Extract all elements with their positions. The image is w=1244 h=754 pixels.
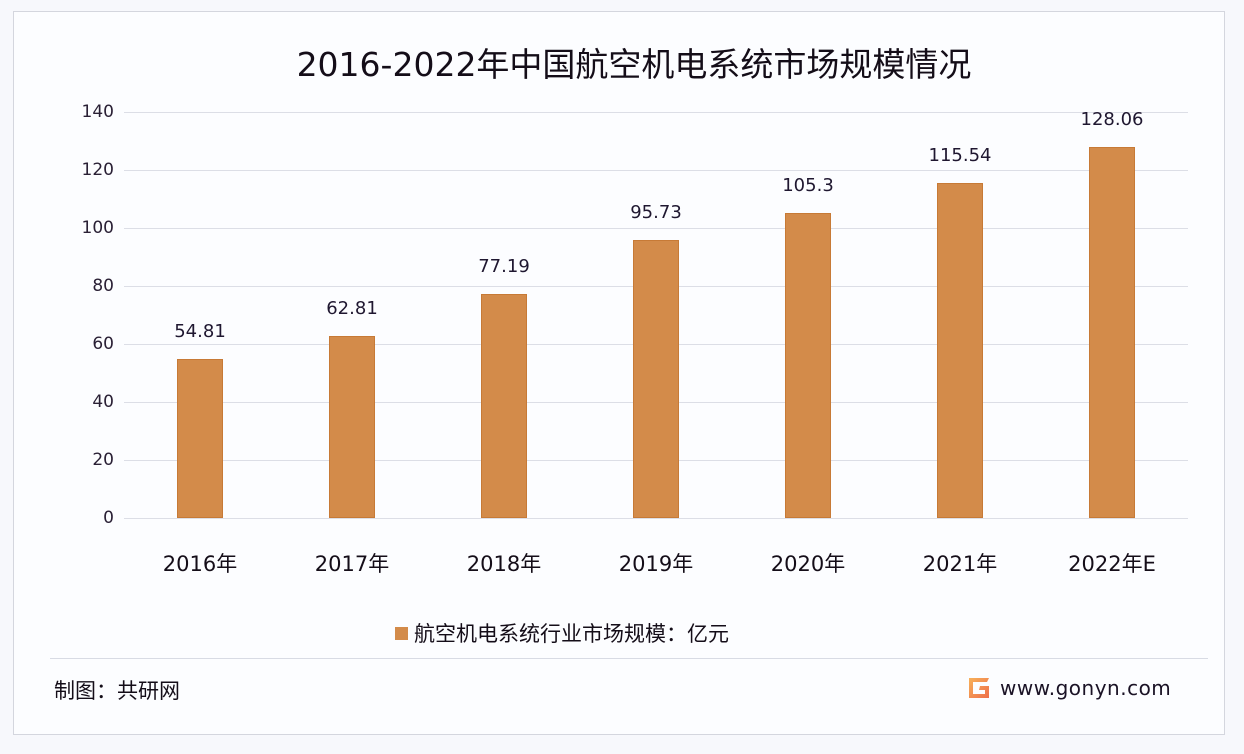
data-label: 62.81 xyxy=(326,297,378,319)
source-credit: 制图：共研网 xyxy=(54,679,180,703)
footer-divider xyxy=(50,658,1208,659)
data-label: 54.81 xyxy=(174,321,226,343)
data-label: 128.06 xyxy=(1080,108,1144,130)
gridline xyxy=(124,170,1188,171)
gridline xyxy=(124,518,1188,519)
bar xyxy=(785,212,831,518)
x-tick-label: 2018年 xyxy=(466,552,542,576)
x-tick-label: 2016年 xyxy=(162,552,238,576)
y-tick-label: 0 xyxy=(103,508,114,528)
chart-title: 2016-2022年中国航空机电系统市场规模情况 xyxy=(296,45,972,84)
x-tick-label: 2017年 xyxy=(314,552,390,576)
bar xyxy=(633,240,679,518)
x-tick-label: 2021年 xyxy=(922,552,998,576)
y-tick-label: 120 xyxy=(81,160,114,180)
bar xyxy=(1089,146,1135,518)
data-label: 77.19 xyxy=(478,256,530,278)
x-tick-label: 2022年E xyxy=(1068,552,1156,576)
data-label: 105.3 xyxy=(782,174,834,196)
gridline xyxy=(124,228,1188,229)
gonyn-logo-icon xyxy=(969,678,989,698)
brand-watermark: www.gonyn.com xyxy=(966,676,1171,700)
bar xyxy=(329,335,375,518)
legend: 航空机电系统行业市场规模：亿元 xyxy=(395,618,729,648)
x-tick-label: 2020年 xyxy=(770,552,846,576)
y-tick-label: 100 xyxy=(81,218,114,238)
y-tick-label: 80 xyxy=(92,276,114,296)
bar xyxy=(937,182,983,518)
data-label: 95.73 xyxy=(630,202,682,224)
bar xyxy=(481,294,527,518)
plot-area: 54.81 62.81 77.19 95.73 105.3 115.54 128.06 xyxy=(124,108,1188,519)
data-label: 115.54 xyxy=(928,144,992,166)
x-tick-label: 2019年 xyxy=(618,552,694,576)
bar xyxy=(177,359,223,518)
legend-label: 航空机电系统行业市场规模：亿元 xyxy=(414,622,729,646)
y-tick-label: 140 xyxy=(81,102,114,122)
y-tick-label: 60 xyxy=(92,334,114,354)
brand-url: www.gonyn.com xyxy=(1000,676,1172,700)
legend-swatch xyxy=(395,626,408,640)
y-tick-label: 40 xyxy=(92,392,114,412)
gridline xyxy=(124,112,1188,113)
y-tick-label: 20 xyxy=(92,450,114,470)
